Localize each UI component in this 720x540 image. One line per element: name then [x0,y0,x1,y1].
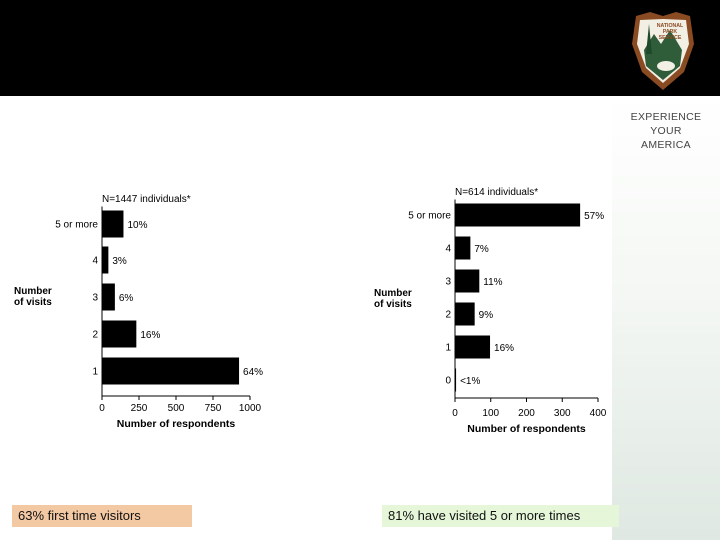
data-label: 7% [474,244,489,255]
category-label: 5 or more [408,211,451,222]
data-label: 16% [494,343,514,354]
category-label: 4 [92,256,98,267]
data-label: 3% [112,256,127,267]
data-label: <1% [460,376,480,387]
x-tick-label: 400 [590,408,607,419]
category-label: 3 [92,293,98,304]
category-label: 4 [445,244,451,255]
bar [455,335,491,359]
data-label: 64% [243,367,263,378]
bar [102,210,124,238]
x-tick-label: 1000 [239,403,262,414]
nps-arrowhead-icon: NATIONAL PARK SERVICE [632,12,694,90]
x-tick-label: 100 [482,408,499,419]
chart-title: N=1447 individuals* [102,194,191,205]
bar [455,302,475,326]
x-axis-label: Number of respondents [467,423,586,435]
x-tick-label: 500 [168,403,185,414]
data-label: 10% [127,220,147,231]
header-bar [0,0,720,96]
bar [455,368,457,392]
category-label: 1 [92,367,98,378]
data-label: 57% [584,211,604,222]
category-label: 3 [445,277,451,288]
x-tick-label: 0 [99,403,105,414]
x-tick-label: 750 [205,403,222,414]
bar [455,236,471,260]
data-label: 11% [483,277,502,288]
logo-line-3: SERVICE [659,35,682,41]
tagline-line-2: YOUR [650,125,682,137]
tagline: EXPERIENCE YOUR AMERICA [626,110,706,152]
caption-repeat-visitors: 81% have visited 5 or more times [382,505,619,527]
y-axis-label: of visits [14,297,52,308]
logo-line-1: NATIONAL [657,23,684,29]
tagline-line-1: EXPERIENCE [630,111,702,123]
bar [102,357,240,385]
bar [102,283,115,311]
x-tick-label: 200 [518,408,535,419]
data-label: 6% [119,293,134,304]
bar [455,269,480,293]
side-panel [612,96,720,540]
category-label: 0 [445,376,451,387]
bar [102,246,109,274]
data-label: 16% [140,330,160,341]
x-tick-label: 0 [452,408,458,419]
data-label: 9% [479,310,494,321]
x-axis-label: Number of respondents [117,418,236,430]
bar [455,203,581,227]
x-tick-label: 300 [554,408,571,419]
category-label: 2 [92,330,98,341]
y-axis-label: Number [374,288,412,299]
category-label: 2 [445,310,451,321]
y-axis-label: of visits [374,299,412,310]
category-label: 5 or more [55,220,98,231]
tagline-line-3: AMERICA [641,139,691,151]
category-label: 1 [445,343,451,354]
y-axis-label: Number [14,286,52,297]
x-tick-label: 250 [131,403,148,414]
caption-first-time-visitors: 63% first time visitors [12,505,192,527]
bar [102,320,137,348]
chart-title: N=614 individuals* [455,187,538,198]
logo-line-2: PARK [663,29,678,35]
